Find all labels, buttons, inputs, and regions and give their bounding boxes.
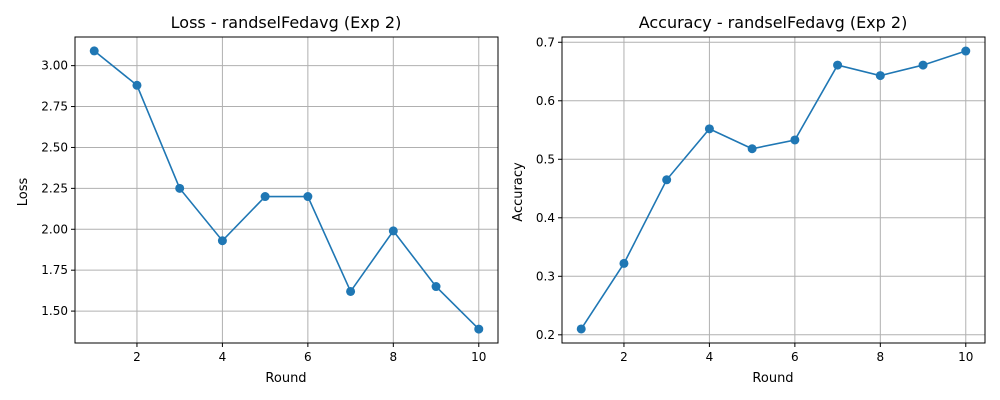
loss-chart-data-point bbox=[260, 192, 270, 202]
accuracy-chart-x-tick-label: 10 bbox=[958, 350, 973, 364]
loss-chart-data-point bbox=[89, 46, 99, 56]
accuracy-chart-data-point bbox=[875, 71, 885, 81]
loss-chart-title: Loss - randselFedavg (Exp 2) bbox=[171, 13, 402, 32]
accuracy-chart-data-point bbox=[662, 175, 672, 185]
loss-chart-x-tick-label: 2 bbox=[133, 350, 141, 364]
loss-chart-data-point bbox=[303, 192, 313, 202]
loss-chart-plot-frame bbox=[74, 36, 499, 344]
loss-chart-y-tick-label: 2.00 bbox=[41, 222, 68, 236]
loss-chart-data-point bbox=[346, 286, 356, 296]
accuracy-chart-data-point bbox=[918, 60, 928, 70]
accuracy-chart-data-point bbox=[576, 324, 586, 334]
loss-chart-series-line bbox=[93, 50, 480, 330]
accuracy-chart-y-axis-label: Accuracy bbox=[511, 162, 526, 222]
loss-chart-y-tick-label: 1.75 bbox=[41, 263, 68, 277]
accuracy-chart-plot-frame bbox=[561, 36, 986, 344]
accuracy-chart-data-point bbox=[704, 124, 714, 134]
accuracy-chart-x-tick-label: 4 bbox=[706, 350, 714, 364]
accuracy-chart-x-tick-label: 6 bbox=[791, 350, 799, 364]
loss-chart-data-point bbox=[132, 80, 142, 90]
accuracy-chart-x-axis-label: Round bbox=[752, 371, 793, 386]
loss-chart-y-tick-label: 2.25 bbox=[41, 181, 68, 195]
accuracy-chart-y-tick-label: 0.5 bbox=[536, 152, 555, 166]
accuracy-chart-title: Accuracy - randselFedavg (Exp 2) bbox=[639, 13, 908, 32]
loss-chart-x-tick-label: 8 bbox=[389, 350, 397, 364]
loss-chart-x-tick-label: 4 bbox=[219, 350, 227, 364]
accuracy-chart-y-tick-label: 0.4 bbox=[536, 211, 555, 225]
loss-chart-y-tick-label: 2.75 bbox=[41, 100, 68, 114]
accuracy-chart-data-point bbox=[747, 144, 757, 154]
loss-chart-data-point bbox=[474, 324, 484, 334]
accuracy-chart-data-point bbox=[961, 46, 971, 56]
accuracy-chart-y-tick-label: 0.2 bbox=[536, 328, 555, 342]
accuracy-chart-y-tick-label: 0.6 bbox=[536, 94, 555, 108]
loss-chart-data-point bbox=[175, 183, 185, 193]
loss-chart-x-tick-label: 6 bbox=[304, 350, 312, 364]
accuracy-chart-grid bbox=[562, 37, 985, 343]
loss-chart-data-point bbox=[217, 236, 227, 246]
loss-chart: Loss - randselFedavg (Exp 2) Round Loss … bbox=[16, 13, 499, 386]
accuracy-chart-data-point bbox=[790, 135, 800, 145]
accuracy-chart-y-tick-label: 0.3 bbox=[536, 269, 555, 283]
accuracy-chart-data-point bbox=[833, 60, 843, 70]
accuracy-chart-series-line bbox=[580, 50, 967, 330]
loss-chart-y-tick-label: 1.50 bbox=[41, 304, 68, 318]
loss-chart-x-tick-label: 10 bbox=[471, 350, 486, 364]
accuracy-chart: Accuracy - randselFedavg (Exp 2) Round A… bbox=[511, 13, 986, 386]
loss-chart-y-axis-label: Loss bbox=[16, 178, 31, 207]
accuracy-chart-x-tick-label: 2 bbox=[620, 350, 628, 364]
accuracy-chart-y-tick-label: 0.7 bbox=[536, 35, 555, 49]
accuracy-chart-x-tick-label: 8 bbox=[876, 350, 884, 364]
loss-chart-x-axis-label: Round bbox=[265, 371, 306, 386]
loss-chart-data-point bbox=[431, 282, 441, 292]
accuracy-chart-data-point bbox=[619, 258, 629, 268]
loss-chart-y-tick-label: 2.50 bbox=[41, 140, 68, 154]
loss-chart-data-point bbox=[388, 226, 398, 236]
loss-chart-y-tick-label: 3.00 bbox=[41, 59, 68, 73]
